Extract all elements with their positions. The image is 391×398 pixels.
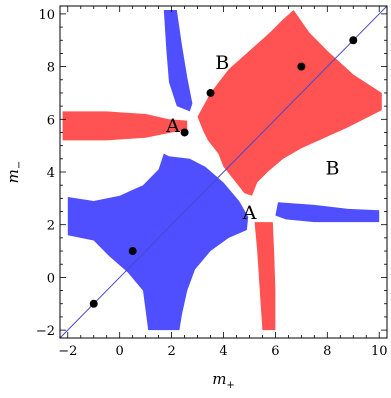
blue-top-arm [163, 10, 193, 112]
region-label-b-3: B [326, 157, 340, 179]
points-layer [89, 36, 358, 308]
y-tick-label: −2 [36, 324, 55, 339]
data-point-2 [128, 247, 137, 256]
y-axis-title-sub: − [14, 161, 25, 169]
x-axis-title: m+ [212, 370, 235, 391]
x-tick-label: 10 [371, 344, 388, 359]
data-point-5 [297, 62, 306, 71]
x-tick-label: −2 [58, 344, 77, 359]
y-axis-title-main: m [4, 169, 22, 183]
diagonal-line [60, 6, 387, 338]
ticks-layer: −2 0 2 4 6 8 10 −2 0 2 4 6 8 10 [36, 6, 388, 359]
data-point-3 [180, 128, 189, 137]
red-left-arm [62, 111, 188, 141]
data-point-1 [89, 299, 98, 308]
y-axis-title: m− [4, 161, 25, 184]
y-tick-label: 6 [47, 113, 55, 128]
region-label-a-2: A [165, 115, 180, 137]
y-tick-label: 0 [47, 271, 55, 286]
y-tick-label: 2 [47, 219, 55, 234]
x-tick-label: 8 [323, 344, 331, 359]
y-tick-label: 4 [47, 166, 55, 181]
red-main-region [197, 10, 382, 196]
x-axis-title-sub: + [226, 380, 234, 391]
data-point-4 [206, 88, 215, 97]
x-tick-label: 4 [219, 344, 227, 359]
x-tick-label: 0 [116, 344, 124, 359]
y-tick-label: 8 [47, 61, 55, 76]
region-label-a-4: A [242, 202, 257, 224]
data-point-6 [349, 36, 358, 45]
region-label-b-1: B [215, 52, 229, 74]
regions-layer [62, 10, 382, 331]
x-tick-label: 6 [271, 344, 279, 359]
x-axis-title-main: m [212, 370, 226, 388]
blue-main-region [67, 153, 249, 331]
region-labels-layer: B A B A [165, 52, 339, 224]
diagonal-line-layer [60, 6, 387, 338]
blue-right-arm [275, 202, 380, 223]
y-tick-label: 10 [38, 8, 55, 23]
red-bottom-arm [254, 222, 276, 331]
x-tick-label: 2 [167, 344, 175, 359]
